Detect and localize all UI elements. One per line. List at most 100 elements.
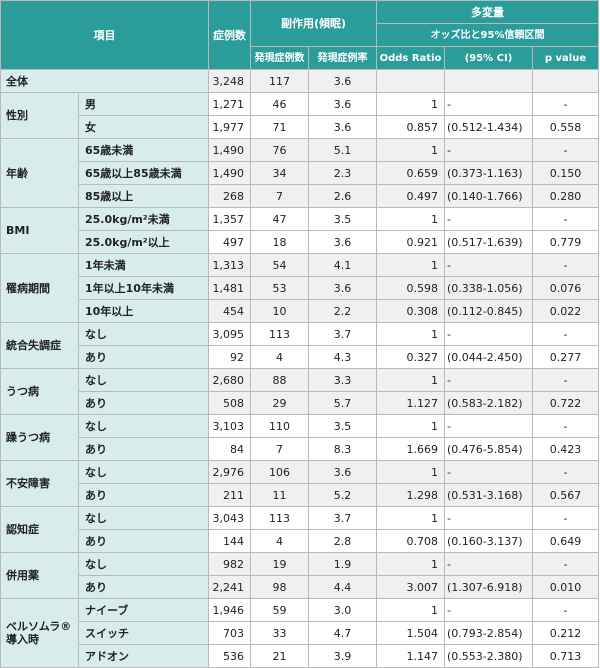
table-row: 女 1,977 71 3.6 0.857 (0.512-1.434) 0.558 xyxy=(1,115,600,139)
cell-cases: 84 xyxy=(208,437,251,461)
cell-ci: (0.476-5.854) xyxy=(444,437,533,461)
cell-count: 88 xyxy=(250,368,309,392)
table-row: 10年以上 454 10 2.2 0.308 (0.112-0.845) 0.022 xyxy=(1,299,600,323)
cell-count: 47 xyxy=(250,207,309,231)
cell-p-value: 0.423 xyxy=(531,437,600,461)
table-row: 認知症 なし 3,043 113 3.7 1- - xyxy=(0,506,600,553)
row-label: 65歳以上85歳未満 xyxy=(78,161,209,185)
cell-ci: (1.307-6.918) xyxy=(444,575,533,599)
cell-cases: 1,271 xyxy=(208,92,251,116)
cell-count: 46 xyxy=(250,92,309,116)
cell-odds-ratio: 1 xyxy=(376,322,445,346)
cell-rate: 2.8 xyxy=(308,529,377,553)
cell-ci: - xyxy=(444,322,533,346)
cell-p-value: - xyxy=(531,322,600,346)
header-p-value: p value xyxy=(531,46,600,70)
row-label: 10年以上 xyxy=(78,299,209,323)
cell-rate: 3.3 xyxy=(308,368,377,392)
row-label: あり xyxy=(78,483,209,507)
cell-odds-ratio: 0.708 xyxy=(376,529,445,553)
row-label: 男 xyxy=(78,92,209,116)
cell-p-value: - xyxy=(531,92,600,116)
cell-odds-ratio: 1.147 xyxy=(376,644,445,668)
row-label: なし xyxy=(78,414,209,438)
cell-ci: (0.517-1.639) xyxy=(444,230,533,254)
cell-odds-ratio: 0.308 xyxy=(376,299,445,323)
cell-rate: 2.3 xyxy=(308,161,377,185)
row-label: 1年未満 xyxy=(78,253,209,277)
cell-p-value: - xyxy=(531,207,600,231)
table-row: 年齢 65歳未満 1,490 76 5.1 1- - xyxy=(0,138,600,208)
cell-cases: 1,946 xyxy=(208,598,251,622)
cell-ci: - xyxy=(444,414,533,438)
header-adverse: 副作用(傾眠) xyxy=(250,0,377,47)
cell-count: 7 xyxy=(250,437,309,461)
cell-rate: 3.6 xyxy=(308,92,377,116)
cell-cases: 1,977 xyxy=(208,115,251,139)
cell-p-value: 0.280 xyxy=(531,184,600,208)
header-ci95: (95% CI) xyxy=(444,46,533,70)
cell-count: 4 xyxy=(250,345,309,369)
cell-count: 34 xyxy=(250,161,309,185)
cell-ci: (0.553-2.380) xyxy=(444,644,533,668)
cell-rate: 2.2 xyxy=(308,299,377,323)
cell-count: 19 xyxy=(250,552,309,576)
cell-cases: 211 xyxy=(208,483,251,507)
cell-cases: 703 xyxy=(208,621,251,645)
cell-odds-ratio: 1 xyxy=(376,368,445,392)
cell-rate: 2.6 xyxy=(308,184,377,208)
cell-rate: 3.5 xyxy=(308,414,377,438)
group-label: BMI xyxy=(0,207,79,254)
table-row: 躁うつ病 なし 3,103 110 3.5 1- - xyxy=(0,414,600,461)
cell-cases: 1,357 xyxy=(208,207,251,231)
cell-odds-ratio: 1 xyxy=(376,92,445,116)
row-label: 1年以上10年未満 xyxy=(78,276,209,300)
group-label: 罹病期間 xyxy=(0,253,79,323)
cell-odds-ratio: 1 xyxy=(376,253,445,277)
cell-p-value: - xyxy=(531,138,600,162)
cell-rate: 3.6 xyxy=(308,276,377,300)
row-label: なし xyxy=(78,552,209,576)
cell-count: 54 xyxy=(250,253,309,277)
cell-ci: (0.140-1.766) xyxy=(444,184,533,208)
cell-p-value: 0.558 xyxy=(531,115,600,139)
cell-cases: 1,313 xyxy=(208,253,251,277)
header-item: 項目 xyxy=(0,0,209,70)
cell-rate: 5.1 xyxy=(308,138,377,162)
cell-cases: 3,095 xyxy=(208,322,251,346)
table-row: アドオン 536 21 3.9 1.147 (0.553-2.380) 0.713 xyxy=(1,644,600,668)
cell-cases: 454 xyxy=(208,299,251,323)
table-row: あり 2,241 98 4.4 3.007 (1.307-6.918) 0.010 xyxy=(1,575,600,599)
table-row: 65歳以上85歳未満 1,490 34 2.3 0.659 (0.373-1.163) 0.… xyxy=(1,161,600,185)
group-label: うつ病 xyxy=(0,368,79,415)
table-row: あり 508 29 5.7 1.127 (0.583-2.182) 0.722 xyxy=(1,391,600,415)
table-row: 性別男 1,271 46 3.6 1- - xyxy=(0,92,600,139)
group-label: 不安障害 xyxy=(0,460,79,507)
cell-p-value xyxy=(531,69,600,93)
cell-p-value: - xyxy=(531,253,600,277)
cell-odds-ratio: 1 xyxy=(376,552,445,576)
cell-odds-ratio: 0.857 xyxy=(376,115,445,139)
cell-ci: (0.373-1.163) xyxy=(444,161,533,185)
cell-cases: 92 xyxy=(208,345,251,369)
cell-count: 59 xyxy=(250,598,309,622)
row-label: ナイーブ xyxy=(78,598,209,622)
cell-ci: (0.583-2.182) xyxy=(444,391,533,415)
table-row: 不安障害 なし 2,976 106 3.6 1- - xyxy=(0,460,600,507)
cell-cases: 1,490 xyxy=(208,138,251,162)
table-row: あり 84 7 8.3 1.669 (0.476-5.854) 0.423 xyxy=(1,437,600,461)
row-label: あり xyxy=(78,345,209,369)
row-label: 25.0kg/m²以上 xyxy=(78,230,209,254)
cell-cases: 2,680 xyxy=(208,368,251,392)
cell-rate: 5.7 xyxy=(308,391,377,415)
group-label: ベルソムラ® 導入時 xyxy=(0,598,79,668)
row-label: なし xyxy=(78,460,209,484)
cell-odds-ratio: 1 xyxy=(376,598,445,622)
cell-odds-ratio: 1 xyxy=(376,460,445,484)
cell-odds-ratio: 1.669 xyxy=(376,437,445,461)
cell-p-value: 0.076 xyxy=(531,276,600,300)
cell-cases: 3,103 xyxy=(208,414,251,438)
cell-ci xyxy=(444,69,533,93)
table-row: あり 211 11 5.2 1.298 (0.531-3.168) 0.567 xyxy=(1,483,600,507)
